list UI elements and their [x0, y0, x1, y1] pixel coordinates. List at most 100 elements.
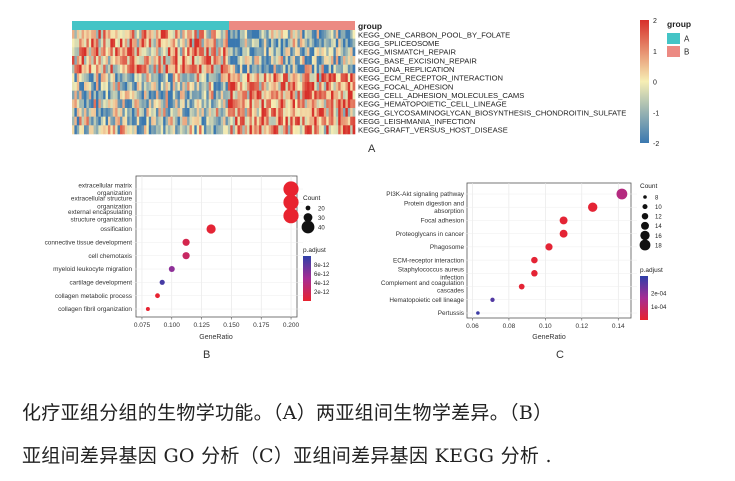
kegg-plot-points [476, 188, 628, 315]
heatmap-cell [203, 38, 207, 48]
heatmap-cell [259, 125, 262, 135]
count-legend-label: 14 [655, 224, 662, 230]
heatmap-cell [103, 116, 106, 126]
heatmap-cell [218, 38, 221, 48]
heatmap-cell [225, 125, 229, 135]
go-plot-frame [135, 175, 298, 318]
heatmap-cell [72, 38, 75, 48]
heatmap-cell [194, 47, 198, 57]
heatmap-cell [283, 125, 286, 135]
heatmap-cell [352, 99, 356, 109]
pathway-label: KEGG_ECM_RECEPTOR_INTERACTION [358, 74, 503, 83]
heatmap-cell [266, 47, 269, 57]
heatmap-cell [103, 108, 106, 117]
heatmap-cell [340, 47, 344, 57]
heatmap-cell [328, 47, 332, 57]
heatmap-cell [203, 64, 207, 74]
heatmap-cell [175, 90, 178, 100]
heatmap-cell [129, 30, 133, 39]
heatmap-cell [110, 108, 114, 117]
heatmap-cell [235, 82, 238, 91]
heatmap-cell [187, 99, 190, 109]
heatmap-cell [165, 56, 169, 65]
heatmap-cell [299, 90, 303, 100]
heatmap-cell [139, 38, 142, 48]
heatmap-cell [107, 30, 111, 39]
heatmap-cell [259, 82, 262, 91]
heatmap-cell [163, 30, 166, 39]
heatmap-cell [225, 47, 229, 57]
heatmap-cell [235, 108, 238, 117]
heatmap-cell [295, 73, 298, 83]
heatmap-cell [323, 64, 327, 74]
heatmap-cell [184, 38, 188, 48]
pathway-label: KEGG_ONE_CARBON_POOL_BY_FOLATE [358, 30, 510, 39]
heatmap-cell [143, 64, 147, 74]
data-point [490, 297, 495, 302]
heatmap-cell [227, 73, 231, 83]
heatmap-cell [304, 64, 308, 74]
heatmap-cell [158, 125, 162, 135]
heatmap-cell [153, 64, 157, 74]
heatmap-cell [237, 64, 241, 74]
heatmap-cell [251, 73, 255, 83]
heatmap-cell [326, 125, 329, 135]
heatmap-cell [170, 64, 174, 74]
heatmap-cell [122, 116, 126, 126]
heatmap-cell [160, 125, 164, 135]
heatmap-cell [151, 108, 154, 117]
heatmap-cell [112, 90, 116, 100]
heatmap-cell [136, 90, 140, 100]
heatmap-cell [122, 99, 126, 109]
heatmap-cell [136, 99, 140, 109]
y-axis-label: Staphylococcus aureus infection [398, 267, 465, 282]
data-point [283, 208, 299, 224]
heatmap-cell [172, 38, 176, 48]
heatmap-cell [223, 47, 226, 57]
heatmap-cell [203, 82, 207, 91]
heatmap-cell [194, 64, 198, 74]
heatmap-cell [112, 116, 116, 126]
x-tick-label: 0.14 [612, 323, 625, 330]
heatmap-cell [347, 47, 351, 57]
heatmap-cell [139, 30, 142, 39]
heatmap-cell [254, 64, 257, 74]
heatmap-cell [285, 108, 289, 117]
x-tick-label: 0.06 [466, 323, 479, 330]
heatmap-cell [163, 56, 166, 65]
heatmap-cell [177, 116, 181, 126]
heatmap-cell [290, 82, 293, 91]
heatmap-cell [107, 99, 111, 109]
heatmap-cell [146, 64, 150, 74]
heatmap-cell [345, 64, 349, 74]
heatmap-cell [76, 56, 80, 65]
heatmap-cell [189, 47, 193, 57]
padjust-legend-label: 6e-12 [314, 272, 330, 278]
heatmap-cell [235, 73, 238, 83]
heatmap-cell [328, 108, 332, 117]
heatmap-cell [278, 38, 281, 48]
heatmap-cell [179, 47, 183, 57]
heatmap-cell [290, 56, 293, 65]
heatmap-cell [215, 73, 219, 83]
heatmap-cell [131, 56, 135, 65]
heatmap-cell [256, 82, 260, 91]
heatmap-cell [309, 64, 313, 74]
heatmap-cell [191, 56, 195, 65]
heatmap-cell [91, 47, 94, 57]
heatmap-cell [182, 38, 186, 48]
heatmap-cell [215, 108, 219, 117]
heatmap-cell [220, 64, 224, 74]
heatmap-cell [107, 64, 111, 74]
heatmap-cell [151, 64, 154, 74]
heatmap-cell [122, 108, 126, 117]
data-point [476, 311, 480, 315]
heatmap-cell [235, 30, 238, 39]
heatmap-cell [261, 30, 265, 39]
heatmap-cell [79, 30, 82, 39]
go-plot-x-ticks: 0.075 0.100 0.125 0.150 0.175 0.200 [134, 317, 300, 329]
heatmap-cell [206, 38, 210, 48]
heatmap-cell [287, 64, 291, 74]
heatmap-cell [227, 64, 231, 74]
